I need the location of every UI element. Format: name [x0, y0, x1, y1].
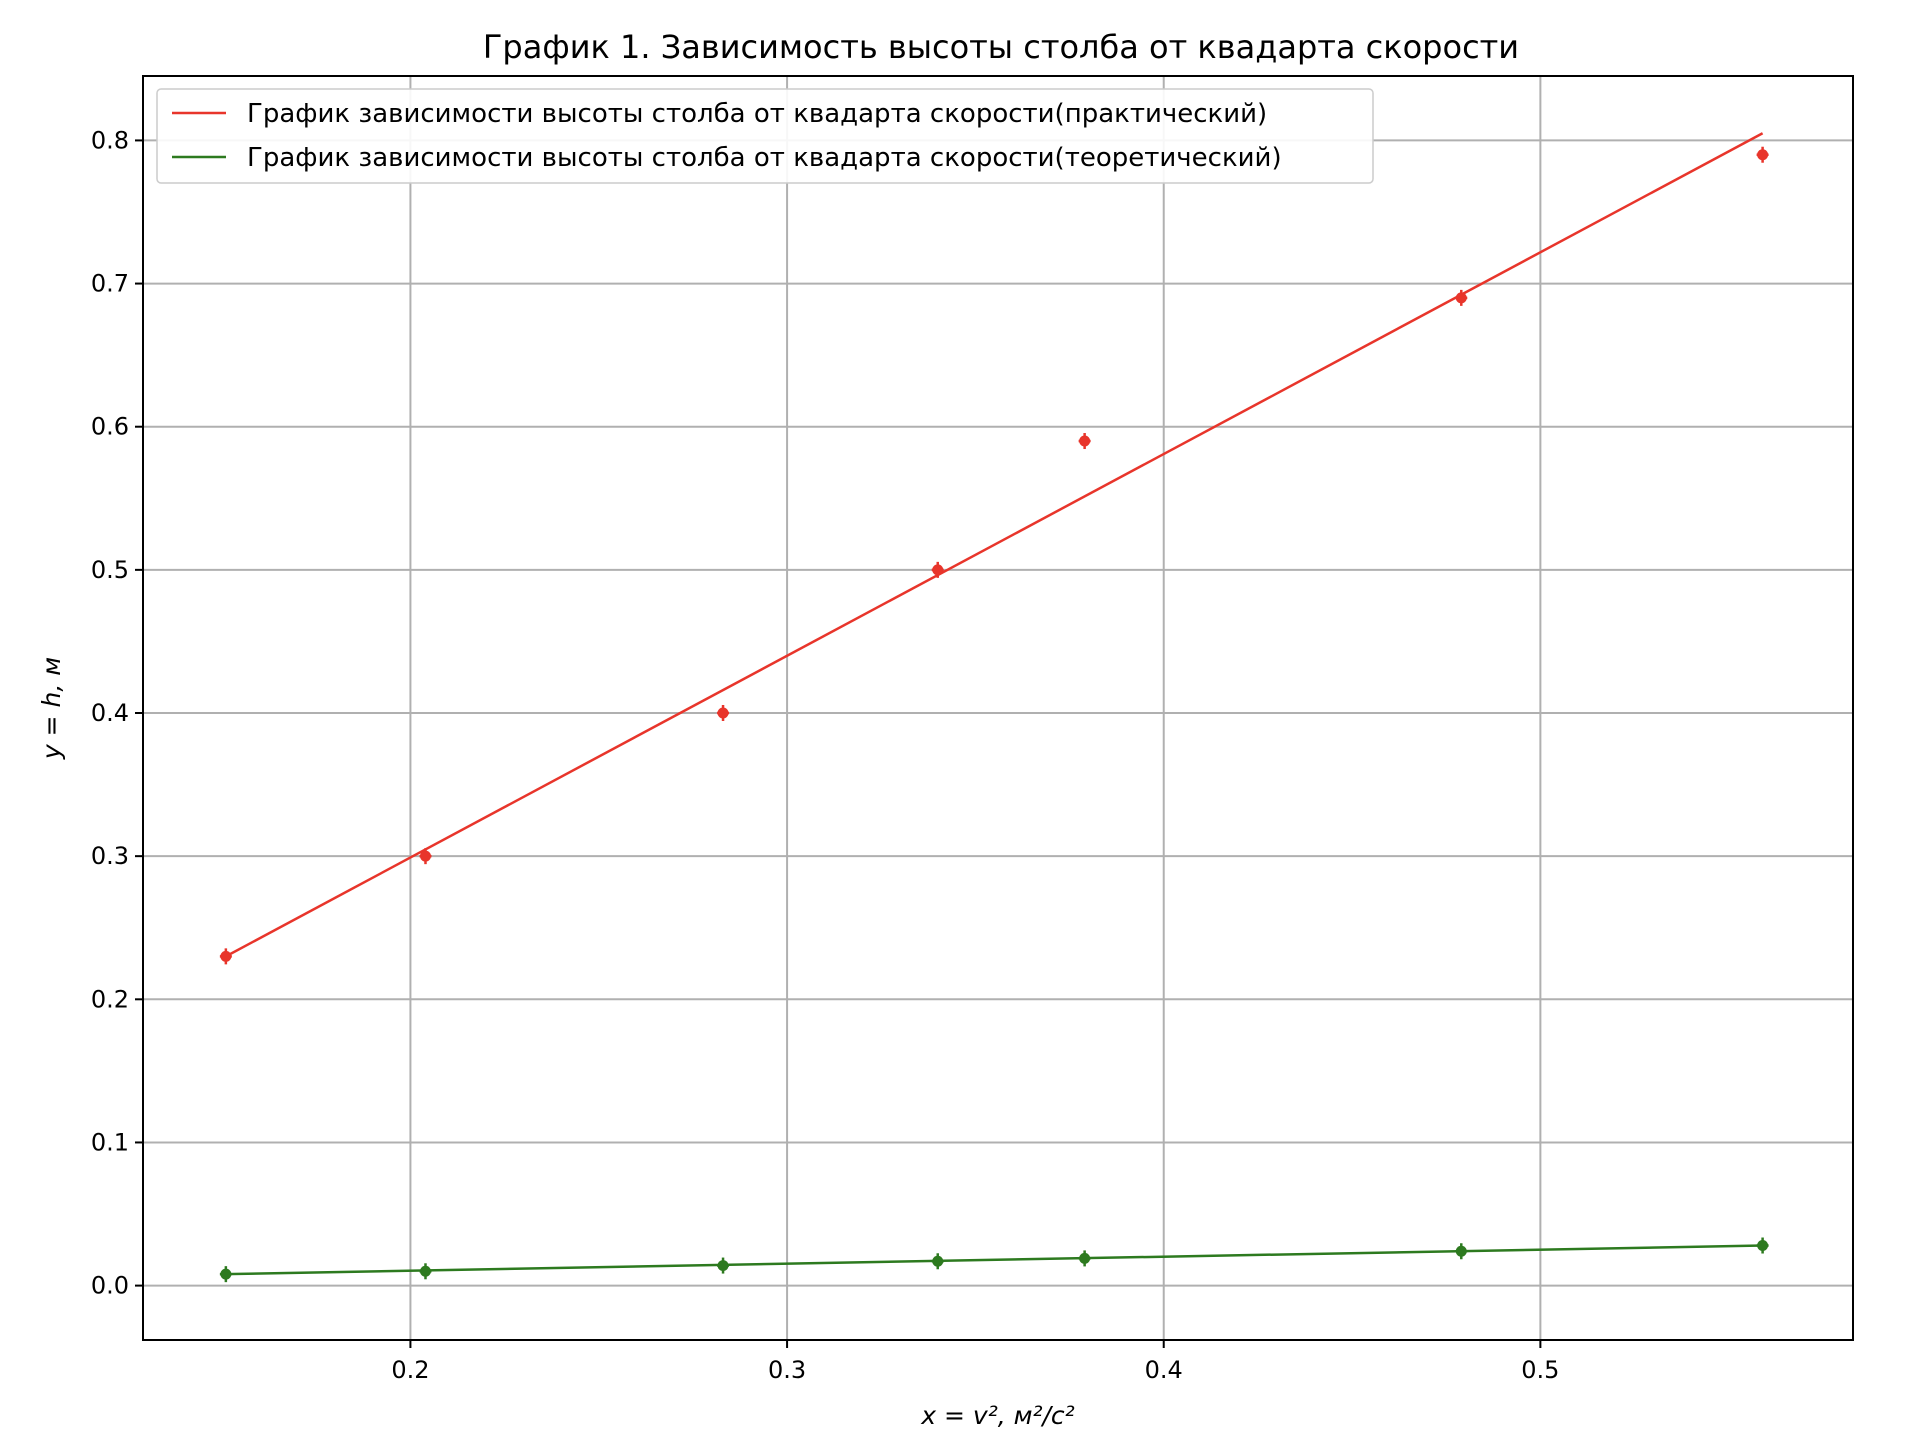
data-point [419, 1265, 431, 1277]
plot-frame [142, 75, 1854, 1341]
data-point [220, 950, 232, 962]
legend-box [156, 88, 1374, 184]
data-point [419, 850, 431, 862]
series-line [225, 132, 1764, 958]
data-point [717, 707, 729, 719]
series-1 [219, 1237, 1769, 1283]
chart-title: График 1. Зависимость высоты столба от к… [483, 28, 1519, 66]
series-layer [219, 132, 1769, 1283]
data-point [1079, 1252, 1091, 1264]
y-tick-label: 0.5 [91, 556, 129, 584]
x-tick-label: 0.3 [768, 1356, 806, 1384]
data-point [1455, 292, 1467, 304]
data-point [220, 1268, 232, 1280]
y-tick-label: 0.6 [91, 413, 129, 441]
series-line [225, 1244, 1763, 1276]
y-axis-ticks: 0.0 0.1 0.2 0.3 0.4 0.5 0.6 0.7 0.8 [91, 126, 143, 1300]
y-tick-label: 0.8 [91, 126, 129, 154]
data-point [1757, 1240, 1769, 1252]
y-tick-label: 0.2 [91, 985, 129, 1013]
y-axis-label: y = h, м [37, 657, 66, 760]
legend-label-practical: График зависимости высоты столба от квад… [247, 99, 1267, 129]
x-axis-label: x = v², м²/с² [920, 1401, 1074, 1430]
data-point [1079, 435, 1091, 447]
plot-area [143, 76, 1853, 1340]
x-tick-label: 0.5 [1521, 1356, 1559, 1384]
data-point [1757, 149, 1769, 161]
data-point [717, 1260, 729, 1272]
y-tick-label: 0.1 [91, 1128, 129, 1156]
data-point [1455, 1245, 1467, 1257]
y-tick-label: 0.7 [91, 270, 129, 298]
legend: График зависимости высоты столба от квад… [156, 88, 1374, 184]
legend-label-theoretical: График зависимости высоты столба от квад… [247, 143, 1282, 173]
data-point [932, 1255, 944, 1267]
y-tick-label: 0.4 [91, 699, 129, 727]
data-point [932, 564, 944, 576]
series-0 [219, 132, 1769, 965]
y-tick-label: 0.3 [91, 842, 129, 870]
y-tick-label: 0.0 [91, 1272, 129, 1300]
x-tick-label: 0.4 [1145, 1356, 1183, 1384]
x-tick-label: 0.2 [391, 1356, 429, 1384]
x-axis-ticks: 0.2 0.3 0.4 0.5 [391, 1340, 1559, 1384]
